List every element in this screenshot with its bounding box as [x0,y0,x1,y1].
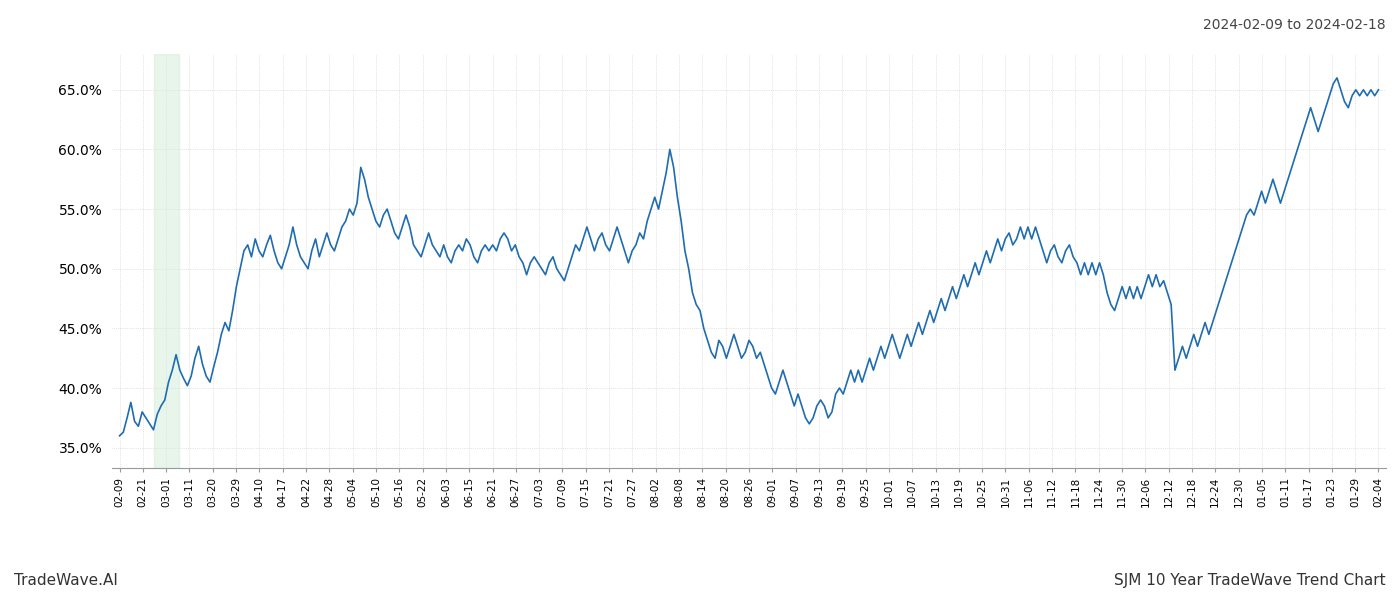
Text: 2024-02-09 to 2024-02-18: 2024-02-09 to 2024-02-18 [1204,18,1386,32]
Text: SJM 10 Year TradeWave Trend Chart: SJM 10 Year TradeWave Trend Chart [1114,573,1386,588]
Text: TradeWave.AI: TradeWave.AI [14,573,118,588]
Bar [154,54,179,468]
